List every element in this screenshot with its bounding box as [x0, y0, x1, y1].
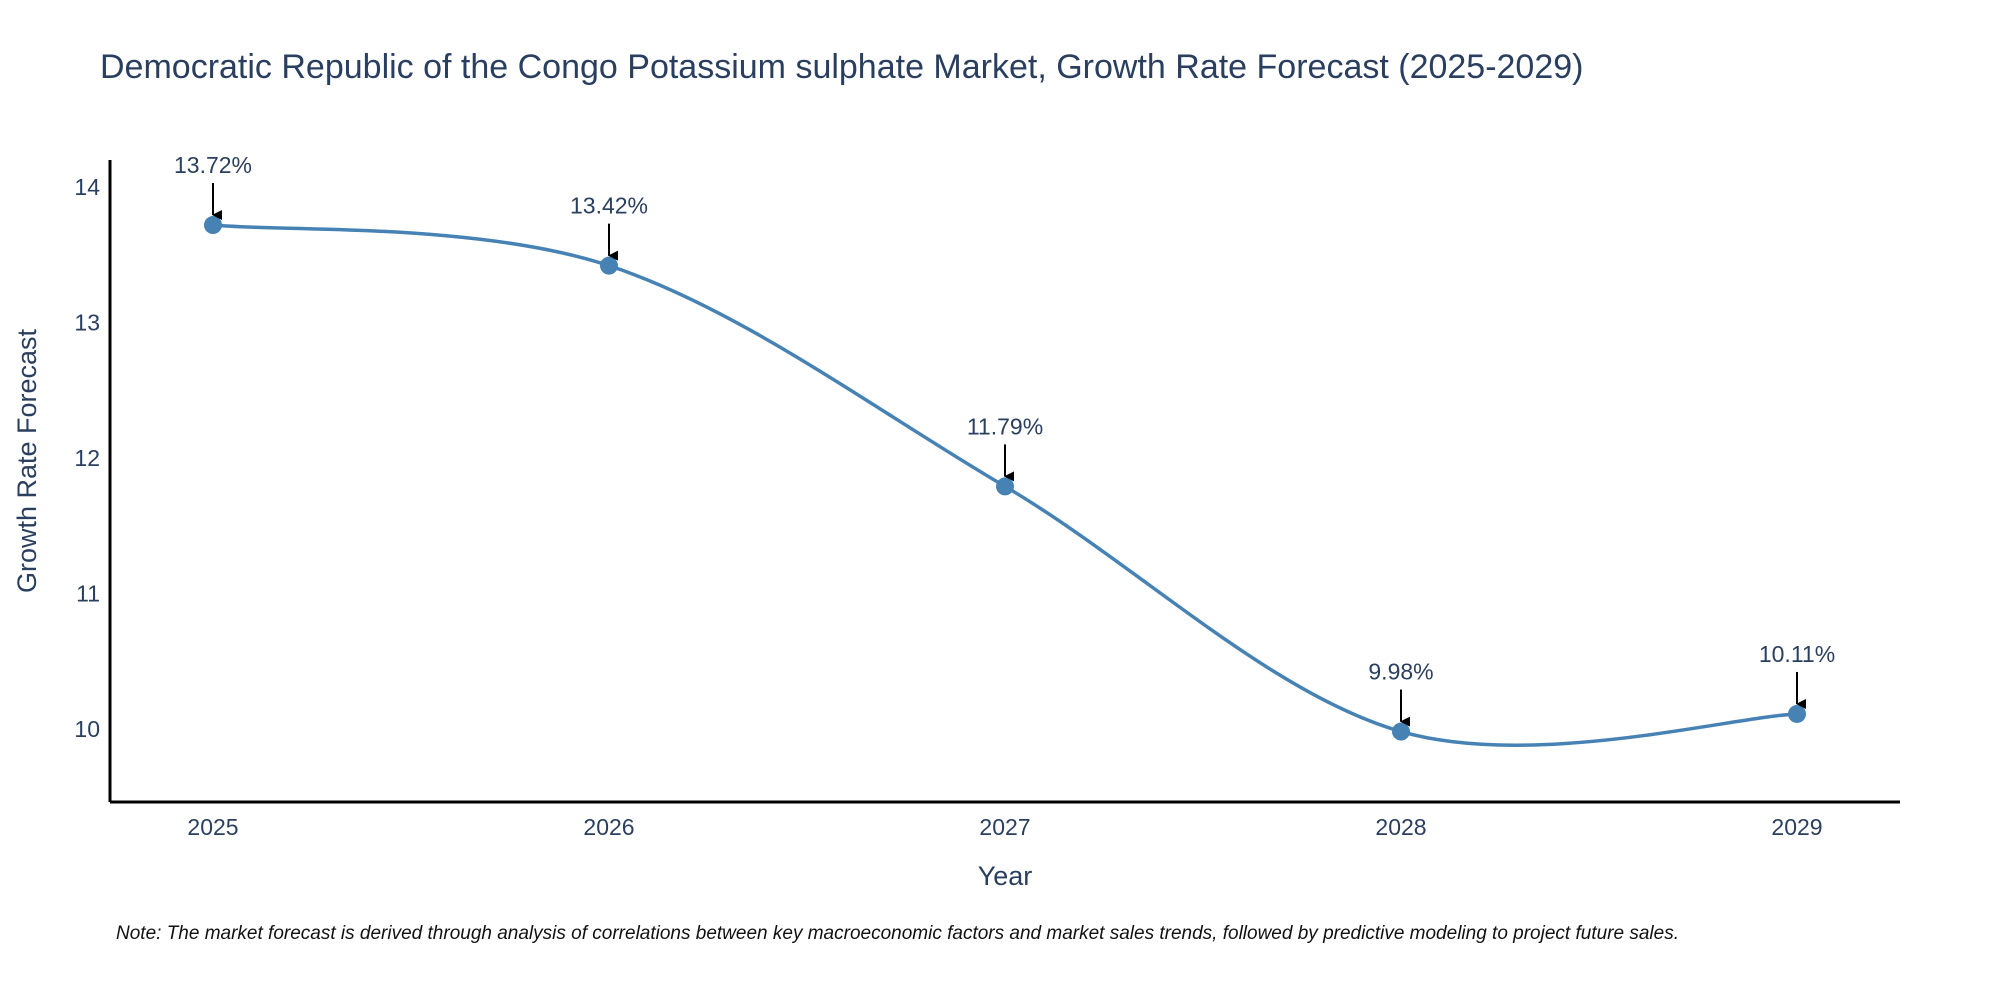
data-label: 9.98%: [1368, 659, 1433, 685]
x-axis-title: Year: [978, 861, 1033, 891]
chart-title: Democratic Republic of the Congo Potassi…: [100, 48, 1584, 86]
data-label: 13.72%: [174, 152, 252, 178]
axes: 10 11 12 13 14 2025 2026 2027 2028 2029 Year Growth…: [12, 160, 1900, 891]
data-point[interactable]: [1788, 704, 1806, 723]
x-tick-label: 2025: [187, 814, 238, 840]
y-tick-label: 14: [74, 174, 100, 200]
data-label: 11.79%: [967, 413, 1043, 439]
data-label: 13.42%: [570, 193, 648, 219]
data-point[interactable]: [1392, 722, 1410, 741]
data-label: 10.11%: [1759, 641, 1835, 667]
data-label-group: 13.72% 13.42% 11.79% 9.98% 10.11%: [174, 152, 1835, 727]
y-axis-title: Growth Rate Forecast: [12, 328, 42, 593]
x-tick-label: 2029: [1771, 814, 1822, 840]
data-point[interactable]: [600, 256, 618, 275]
x-tick-label: 2026: [583, 814, 634, 840]
data-point[interactable]: [204, 216, 222, 235]
x-tick-label: 2028: [1375, 814, 1426, 840]
y-tick-label: 11: [76, 580, 100, 606]
y-tick-label: 12: [74, 445, 100, 471]
y-tick-label: 10: [74, 716, 100, 742]
chart-note: Note: The market forecast is derived thr…: [116, 923, 1679, 944]
data-points: [204, 216, 1806, 741]
data-point[interactable]: [996, 477, 1014, 496]
y-tick-label: 13: [74, 310, 100, 336]
x-tick-label: 2027: [979, 814, 1030, 840]
